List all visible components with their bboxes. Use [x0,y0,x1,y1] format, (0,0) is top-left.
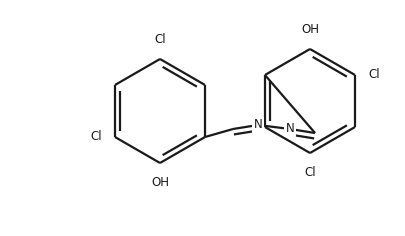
Text: OH: OH [301,23,319,36]
Text: OH: OH [151,176,169,189]
Text: N: N [286,122,294,135]
Text: Cl: Cl [304,166,316,179]
Text: N: N [254,118,262,131]
Text: Cl: Cl [154,33,166,46]
Text: Cl: Cl [90,131,102,143]
Text: Cl: Cl [368,68,379,81]
